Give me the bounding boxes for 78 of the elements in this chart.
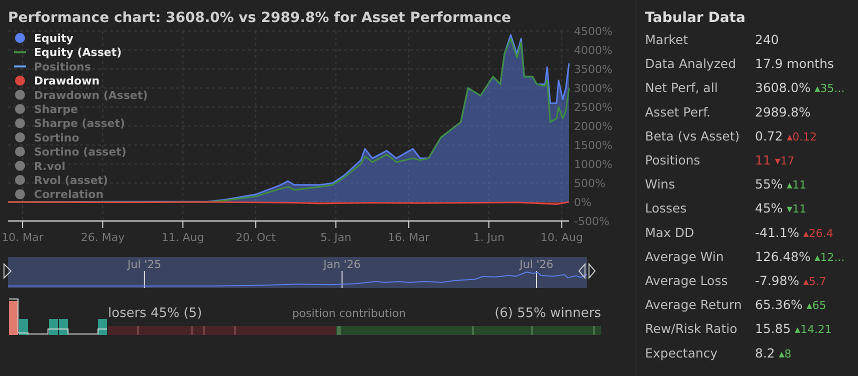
x-tick-label: 16. Mar: [388, 231, 430, 244]
x-tick-label: 10. Aug: [540, 231, 583, 244]
text: ▴5.7: [803, 275, 826, 288]
category-label: Market: [645, 32, 688, 47]
y-tick-label: 2000%: [574, 120, 612, 133]
text: 11: [755, 152, 771, 168]
category-label: Max DD: [645, 224, 694, 240]
legend-label: Sortino: [34, 131, 80, 144]
x-tick-label: 10. Mar: [2, 231, 44, 244]
text: 8.2: [755, 345, 775, 360]
category-label: Wins: [645, 176, 675, 192]
text: ▴0.12: [786, 130, 817, 144]
legend-label: R.vol: [34, 160, 66, 173]
x-tick-label: 20. Oct: [236, 231, 276, 244]
y-tick-label: 4000%: [574, 44, 612, 57]
text: ▴8: [778, 347, 792, 360]
legend-label: Drawdown: [34, 74, 100, 88]
text: 2989.8%: [755, 104, 811, 120]
category-label: Positions: [645, 152, 700, 168]
text: Tabular Data: [645, 10, 746, 26]
text: ▴12...: [814, 250, 845, 264]
x-tick-label: Jan '26: [322, 258, 361, 271]
text: 0.72: [755, 128, 783, 144]
category-label: Average Loss: [645, 273, 728, 288]
legend-label: Rvol (asset): [34, 174, 108, 187]
text: 17.9 months: [755, 56, 834, 72]
text: ▴65: [806, 299, 826, 312]
text: (6) 55% winners: [494, 306, 602, 321]
text: ▴35...: [814, 82, 845, 96]
category-label: Asset Perf.: [645, 104, 711, 120]
text: 3608.0%: [755, 80, 811, 96]
chart-title: Performance chart: 3608.0% vs 2989.8% for Asset Performance: [8, 10, 512, 26]
legend-label: Drawdown (Asset): [34, 88, 148, 102]
x-tick-label: 11. Aug: [162, 231, 204, 244]
legend-label: Sortino (asset): [34, 146, 126, 159]
legend-label: Sharpe: [34, 103, 78, 116]
text: -41.1%: [755, 224, 800, 240]
text: position contribution: [292, 307, 406, 320]
legend-label: Equity: [34, 32, 74, 45]
y-tick-label: 3500%: [574, 63, 612, 76]
legend-label: Equity (Asset): [34, 46, 122, 60]
text: ▾17: [774, 154, 794, 168]
legend-label: Positions: [34, 60, 92, 74]
category-label: Rew/Risk Ratio: [645, 321, 738, 336]
y-tick-label: 2500%: [574, 101, 612, 114]
y-tick-label: 500%: [574, 177, 606, 190]
y-tick-label: 1500%: [574, 139, 612, 152]
text: 55%: [755, 176, 783, 192]
text: 45%: [755, 200, 783, 216]
text: 126.48%: [755, 248, 811, 264]
text: ▾11: [786, 202, 806, 216]
y-tick-label: 4500%: [574, 25, 612, 38]
x-tick-label: Jul '26: [518, 258, 554, 271]
text: ▴26.4: [803, 226, 834, 240]
text: 65.36%: [755, 297, 803, 312]
text: 240: [755, 32, 779, 47]
category-label: Net Perf, all: [645, 80, 718, 96]
x-tick-label: 26. May: [80, 231, 126, 244]
text: 15.85: [755, 321, 791, 336]
category-label: Average Win: [645, 248, 724, 264]
y-tick-label: 0%: [574, 196, 592, 209]
y-tick-label: -500%: [574, 215, 610, 228]
category-label: Losses: [645, 200, 687, 216]
text: -7.98%: [755, 273, 800, 288]
y-tick-label: 1000%: [574, 158, 612, 171]
legend-label: Sharpe (asset): [34, 117, 126, 130]
text: losers 45% (5): [108, 306, 202, 321]
x-tick-label: 5. Jan: [320, 231, 352, 244]
category-label: Expectancy: [645, 345, 718, 360]
category-label: Data Analyzed: [645, 56, 736, 72]
text: ▴14.21: [794, 323, 832, 336]
text: ▴11: [786, 178, 806, 192]
x-tick-label: 1. Jun: [473, 231, 504, 244]
x-tick-label: Jul '25: [126, 258, 162, 271]
y-tick-label: 3000%: [574, 82, 612, 95]
category-label: Beta (vs Asset): [645, 128, 740, 144]
legend-label: Correlation: [34, 188, 104, 202]
category-label: Average Return: [645, 297, 742, 312]
